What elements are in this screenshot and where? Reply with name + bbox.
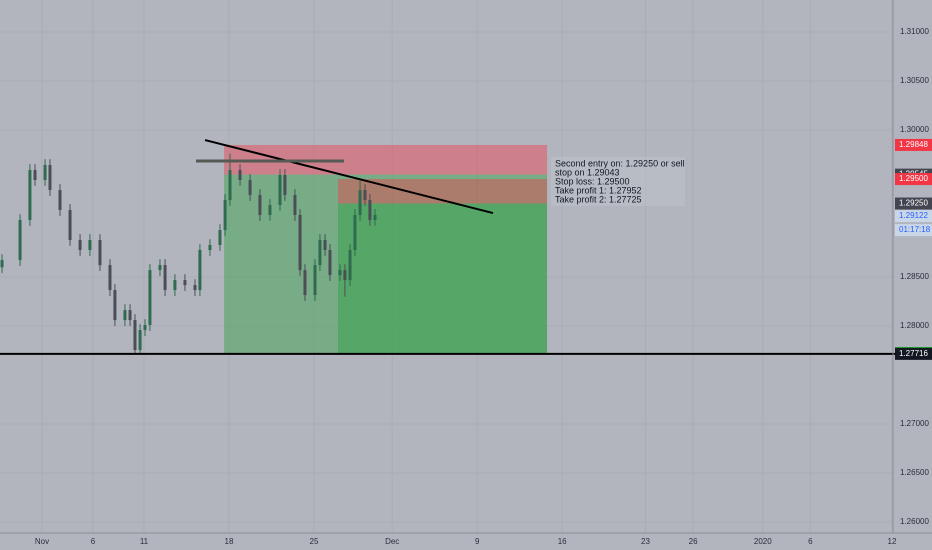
candle-body bbox=[0, 260, 4, 268]
candle-body bbox=[108, 265, 112, 291]
candle-body bbox=[318, 239, 322, 266]
note-line: Stop loss: 1.29500 bbox=[555, 176, 630, 186]
x-tick-label: 26 bbox=[689, 537, 698, 546]
price-badge-label: 1.27716 bbox=[899, 349, 928, 358]
candle-body bbox=[113, 290, 117, 321]
candle-body bbox=[28, 170, 32, 221]
y-tick-label: 1.28500 bbox=[900, 272, 929, 281]
candle-body bbox=[338, 270, 342, 276]
x-tick-label: 2020 bbox=[754, 537, 772, 546]
candle-body bbox=[283, 175, 287, 196]
candle-body bbox=[43, 165, 47, 181]
x-tick-label: 9 bbox=[475, 537, 480, 546]
candle-body bbox=[373, 215, 377, 221]
candle-body bbox=[128, 310, 132, 321]
x-tick-label: 25 bbox=[310, 537, 319, 546]
axes: 1.31000 1.30500 1.30000 1.28500 1.28000 1.270… bbox=[35, 27, 932, 546]
x-tick-label: Nov bbox=[35, 537, 49, 546]
price-badge-label: 1.29122 bbox=[899, 211, 928, 220]
candle-body bbox=[163, 265, 167, 291]
candle-body bbox=[193, 285, 197, 291]
candle-body bbox=[183, 280, 187, 286]
y-tick-label: 1.30000 bbox=[900, 125, 929, 134]
y-tick-label: 1.30500 bbox=[900, 76, 929, 85]
countdown-badge bbox=[895, 224, 932, 237]
candle-body bbox=[98, 239, 102, 266]
x-tick-label: 18 bbox=[225, 537, 234, 546]
candle-body bbox=[323, 239, 327, 250]
candle-body bbox=[313, 265, 317, 296]
candle-body bbox=[353, 215, 357, 250]
candle-body bbox=[148, 270, 152, 326]
price-badge-label: 1.29500 bbox=[899, 174, 928, 183]
price-badge bbox=[895, 210, 932, 223]
target-zone bbox=[337, 203, 548, 354]
candle-body bbox=[293, 195, 297, 216]
candle-body bbox=[48, 165, 52, 191]
y-tick-label: 1.26500 bbox=[900, 468, 929, 477]
candle-body bbox=[133, 320, 137, 351]
candle-body bbox=[348, 249, 352, 281]
countdown: 01:17:18 bbox=[899, 225, 931, 234]
price-badge bbox=[895, 197, 932, 210]
candle-body bbox=[138, 330, 142, 351]
note-box bbox=[551, 157, 685, 206]
y-tick-label: 1.28000 bbox=[900, 321, 929, 330]
x-tick-label: 12 bbox=[888, 537, 897, 546]
candle-body bbox=[258, 195, 262, 216]
candle-body bbox=[368, 200, 372, 221]
price-badge bbox=[895, 173, 932, 186]
note-line: Take profit 2: 1.27725 bbox=[555, 194, 642, 204]
candle-body bbox=[328, 249, 332, 276]
candle-body bbox=[143, 325, 147, 331]
candle-body bbox=[278, 175, 282, 206]
candle-body bbox=[88, 239, 92, 250]
candle-body bbox=[343, 270, 347, 281]
x-tick-label: 11 bbox=[140, 537, 149, 546]
candle-body bbox=[158, 265, 162, 271]
candle-body bbox=[303, 270, 307, 296]
candle-body bbox=[268, 205, 272, 216]
x-tick-label: Dec bbox=[385, 537, 399, 546]
note-line: Second entry on: 1.29250 or sell bbox=[555, 158, 685, 168]
note-line: stop on 1.29043 bbox=[555, 167, 620, 177]
candle-body bbox=[173, 280, 177, 291]
grid bbox=[0, 0, 893, 533]
trend-line bbox=[204, 139, 494, 215]
candle-body bbox=[223, 200, 227, 230]
candle-body bbox=[208, 244, 212, 250]
candle-body bbox=[58, 190, 62, 211]
candle-body bbox=[18, 220, 22, 261]
candle-body bbox=[33, 170, 37, 181]
y-tick-label: 1.27000 bbox=[900, 419, 929, 428]
note: Second entry on: 1.29250 or sell stop on… bbox=[551, 157, 685, 206]
candle-body bbox=[363, 190, 367, 201]
x-tick-label: 6 bbox=[808, 537, 813, 546]
candle-body bbox=[228, 170, 232, 201]
note-line: Take profit 1: 1.27952 bbox=[555, 185, 642, 195]
plot bbox=[0, 139, 932, 355]
price-badge bbox=[895, 138, 932, 151]
x-tick-label: 23 bbox=[641, 537, 650, 546]
candle-body bbox=[358, 190, 362, 216]
y-tick-label: 1.26000 bbox=[900, 517, 929, 526]
price-badge-label: 1.29848 bbox=[899, 140, 928, 149]
candle-body bbox=[123, 310, 127, 321]
candle-body bbox=[218, 229, 222, 245]
x-tick-label: 6 bbox=[91, 537, 96, 546]
candle-body bbox=[78, 239, 82, 250]
target-zone bbox=[224, 174, 548, 353]
candle-body bbox=[68, 210, 72, 240]
x-tick-label: 16 bbox=[558, 537, 567, 546]
price-badge bbox=[895, 347, 932, 360]
candle-body bbox=[298, 215, 302, 271]
price-badge-label: 1.29250 bbox=[899, 199, 928, 208]
y-tick-label: 1.31000 bbox=[900, 27, 929, 36]
candle-body bbox=[198, 249, 202, 291]
candle-body bbox=[248, 180, 252, 196]
candle-body bbox=[238, 170, 242, 181]
